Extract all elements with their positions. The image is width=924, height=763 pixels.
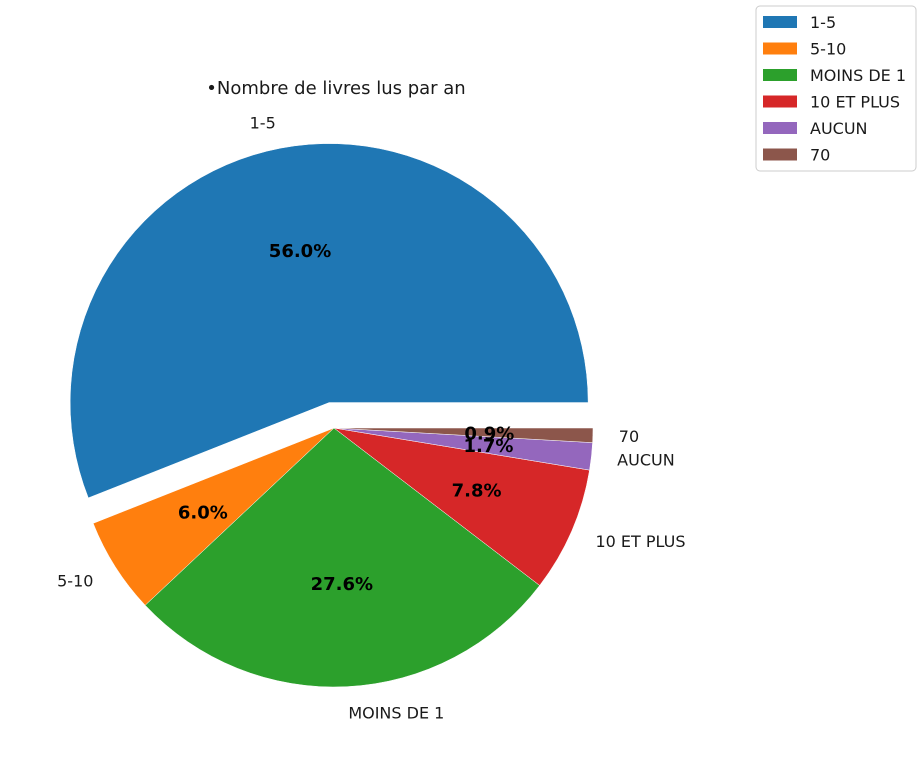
slice-10-et-plus xyxy=(333,427,590,586)
category-label-aucun: AUCUN xyxy=(617,450,675,469)
percent-label-5-10: 6.0% xyxy=(178,502,228,523)
pie-slices xyxy=(69,143,594,688)
legend-label-moins-de-1: MOINS DE 1 xyxy=(810,66,906,85)
slice-1-5 xyxy=(69,143,589,499)
legend-swatch-1-5 xyxy=(763,16,797,28)
legend-label-5-10: 5-10 xyxy=(810,40,846,59)
category-label-1-5: 1-5 xyxy=(250,114,276,133)
legend-swatch-5-10 xyxy=(763,42,797,55)
slice-moins-de-1 xyxy=(144,427,540,688)
percent-label-10-et-plus: 7.8% xyxy=(452,481,502,502)
legend-swatch-aucun xyxy=(763,122,797,134)
legend: 1-5 5-10 MOINS DE 1 10 ET PLUS AUCUN 70 xyxy=(755,5,917,172)
category-label-moins-de-1: MOINS DE 1 xyxy=(348,704,444,723)
legend-swatch-moins-de-1 xyxy=(763,69,797,81)
category-label-5-10: 5-10 xyxy=(57,572,93,591)
category-labels: 1-5 5-10 MOINS DE 1 10 ET PLUS AUCUN 70 xyxy=(57,114,685,723)
category-label-70: 70 xyxy=(619,427,639,446)
legend-swatch-10-et-plus xyxy=(763,95,797,108)
category-label-10-et-plus: 10 ET PLUS xyxy=(595,532,685,551)
legend-label-70: 70 xyxy=(810,146,830,165)
legend-swatch-70 xyxy=(763,148,797,161)
chart-title: •Nombre de livres lus par an xyxy=(206,78,465,99)
legend-label-1-5: 1-5 xyxy=(810,13,836,32)
percent-labels: 56.0% 6.0% 27.6% 7.8% 1.7%0.9% xyxy=(178,241,514,595)
percent-label-aucun: 1.7% xyxy=(464,436,514,457)
legend-label-aucun: AUCUN xyxy=(810,119,868,138)
slice-70 xyxy=(333,427,594,443)
percent-label-1-5: 56.0% xyxy=(269,241,331,262)
percent-label-moins-de-1: 27.6% xyxy=(311,574,373,595)
legend-label-10-et-plus: 10 ET PLUS xyxy=(810,93,900,112)
percent-label-70: 0.9% xyxy=(464,423,514,444)
